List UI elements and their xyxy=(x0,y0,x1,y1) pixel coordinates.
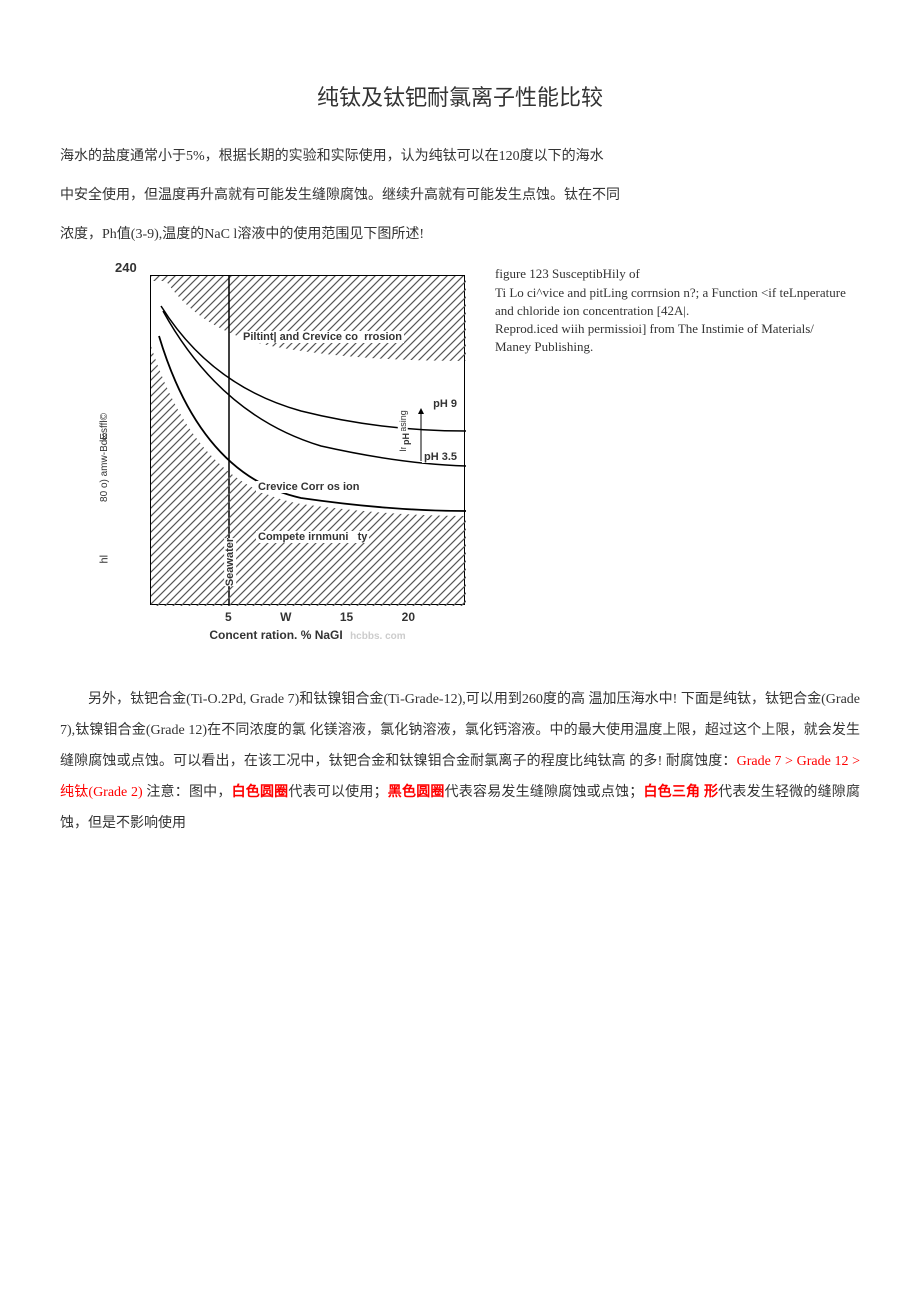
ph9-label: pH 9 xyxy=(431,398,459,410)
p2-red2: 白色圆圈 xyxy=(232,785,289,800)
chart-row: 240 ∞ 80 o) amw-BdEsffl© hl xyxy=(60,260,860,660)
ph35-label: pH 3.5 xyxy=(422,451,459,463)
p2-seg2: 注意：图中， xyxy=(143,785,232,800)
figure-caption: figure 123 SusceptibHily of Ti Lo ci^vic… xyxy=(495,260,860,356)
region-crevice-label: Crevice Corr os ion xyxy=(256,481,361,493)
region-pitting-label: Piltint| and Crevice co rrosion xyxy=(241,331,404,343)
x-tick-5: 5 xyxy=(225,610,232,624)
region-bot-a: Compete irnmuni xyxy=(258,531,348,543)
y-label-c: hl xyxy=(98,475,110,564)
x-axis-title: Concent ration. % NaGI hcbbs. com xyxy=(150,628,465,642)
watermark-text: hcbbs. com xyxy=(350,631,406,642)
plot-area: Piltint| and Crevice co rrosion pH 9 Inc… xyxy=(150,275,465,605)
caption-line-2: Ti Lo ci^vice and pitLing corrnsion n?; … xyxy=(495,284,860,320)
x-tick-20: 20 xyxy=(402,610,415,624)
intro-line-3: 浓度，Ph值(3-9),温度的NaC l溶液中的使用范围见下图所述! xyxy=(60,220,860,251)
p2-red3: 黑色圆圈 xyxy=(388,785,445,800)
chart-svg xyxy=(151,276,466,606)
y-axis-labels: ∞ 80 o) amw-BdEsffl© hl xyxy=(60,390,149,525)
caption-line-3: Reprod.iced wiih permissioi] from The In… xyxy=(495,320,860,338)
x-tick-15: 15 xyxy=(340,610,353,624)
p2-seg3: 代表可以使用； xyxy=(288,785,387,800)
p2-red4: 白色三角 形 xyxy=(643,785,718,800)
x-tick-w: W xyxy=(280,610,291,624)
corrosion-chart: 240 ∞ 80 o) amw-BdEsffl© hl xyxy=(60,260,480,660)
caption-line-4: Maney Publishing. xyxy=(495,338,860,356)
p2-seg4: 代表容易发生缝隙腐蚀或点蚀； xyxy=(445,785,644,800)
intro-line-2: 中安全使用，但温度再升高就有可能发生缝隙腐蚀。继续升高就有可能发生点蚀。钛在不同 xyxy=(60,181,860,212)
y-axis-240: 240 xyxy=(115,260,137,275)
ph-mid-label: pH xyxy=(401,431,411,447)
caption-line-1: figure 123 SusceptibHily of xyxy=(495,265,860,283)
caption-l3b: The Instimie of Materials/ xyxy=(678,321,814,336)
caption-l3a: Reprod.iced wiih permissioi] from xyxy=(495,321,678,336)
region-top-suffix: rrosion xyxy=(364,331,402,343)
x-label-text: Concent ration. % NaGI xyxy=(209,628,342,642)
region-bot-b: ty xyxy=(358,531,368,543)
page-title: 纯钛及钛钯耐氯离子性能比较 xyxy=(60,80,860,112)
x-axis-ticks: 5 W 15 20 xyxy=(150,610,465,624)
region-immunity-label: Compete irnmuni ty xyxy=(256,531,369,543)
intro-line-1: 海水的盐度通常小于5%，根据长期的实验和实际使用，认为纯钛可以在120度以下的海… xyxy=(60,142,860,173)
region-top-text: Piltint| and Crevice co xyxy=(243,331,358,343)
second-paragraph: 另外，钛钯合金(Ti-O.2Pd, Grade 7)和钛镍钼合金(Ti-Grad… xyxy=(60,685,860,839)
seawater-label: Seawater xyxy=(224,538,236,586)
